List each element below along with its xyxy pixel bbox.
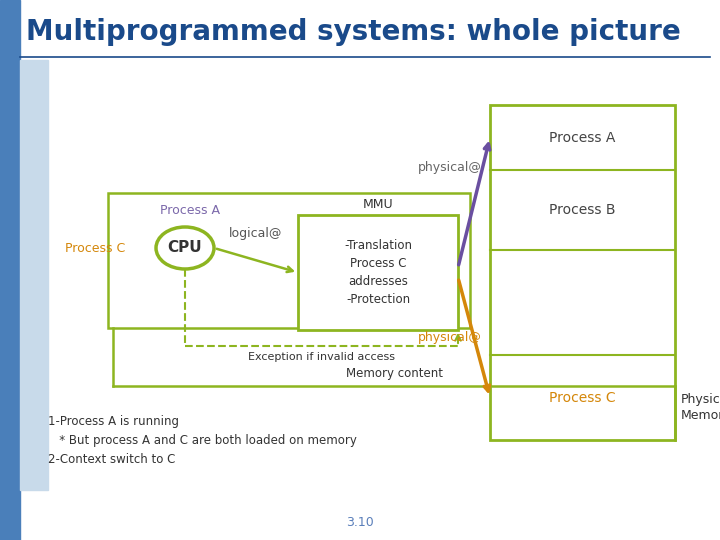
Text: 1-Process A is running
   * But process A and C are both loaded on memory
2-Cont: 1-Process A is running * But process A a… [48, 415, 357, 466]
Text: 3.10: 3.10 [346, 516, 374, 530]
Text: Process A: Process A [549, 131, 616, 145]
Text: MMU: MMU [363, 199, 393, 212]
Text: physical@: physical@ [418, 160, 482, 173]
Text: Memory content: Memory content [346, 367, 443, 380]
Text: Process B: Process B [549, 203, 616, 217]
Bar [108, 193, 470, 328]
Ellipse shape [156, 227, 214, 269]
Bar [0, 0, 720, 58]
Text: Process A: Process A [160, 204, 220, 217]
Bar [20, 60, 48, 490]
Text: Exception if invalid access: Exception if invalid access [248, 352, 395, 362]
Bar [490, 105, 675, 440]
Text: Multiprogrammed systems: whole picture: Multiprogrammed systems: whole picture [26, 18, 680, 46]
Bar [298, 215, 458, 330]
Text: -Translation
Process C
addresses
-Protection: -Translation Process C addresses -Protec… [344, 239, 412, 306]
Text: logical@: logical@ [229, 227, 283, 240]
Text: CPU: CPU [168, 240, 202, 255]
Text: physical@: physical@ [418, 332, 482, 345]
Text: Process C: Process C [65, 241, 125, 254]
Bar [0, 0, 20, 540]
Text: Process C: Process C [549, 390, 616, 404]
Text: Physical
Memory: Physical Memory [681, 394, 720, 422]
